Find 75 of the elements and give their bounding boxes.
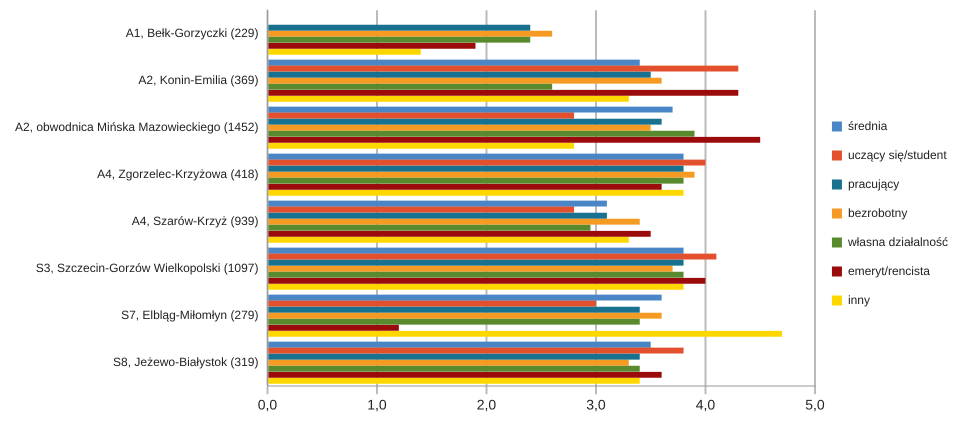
bar <box>268 318 640 325</box>
bar <box>268 36 530 43</box>
legend-label: uczący się/student <box>848 148 948 162</box>
bar <box>268 178 684 184</box>
bar <box>268 230 651 237</box>
bar <box>268 260 684 266</box>
x-tick-label: 0,0 <box>258 396 278 412</box>
bar <box>268 342 651 348</box>
legend-label: własna działalność <box>846 234 948 249</box>
legend-label: średnia <box>848 118 888 133</box>
bar <box>268 130 694 137</box>
bar <box>268 172 694 178</box>
bar <box>268 218 640 225</box>
bar <box>268 184 662 190</box>
bar <box>268 142 574 149</box>
bar <box>268 66 738 72</box>
bar <box>268 78 662 84</box>
bar <box>268 254 716 260</box>
bar <box>268 106 673 112</box>
bar <box>268 90 738 96</box>
bar <box>268 348 684 354</box>
bar <box>268 160 706 166</box>
bar <box>268 224 590 231</box>
x-tick-label: 5,0 <box>805 396 825 412</box>
legend-label: pracujący <box>848 176 900 191</box>
legend-label: bezrobotny <box>848 206 908 220</box>
bar <box>268 330 782 337</box>
bar <box>268 166 684 172</box>
x-tick-label: 4,0 <box>696 396 716 412</box>
bar <box>268 266 673 272</box>
bar <box>268 84 552 90</box>
x-tick-label: 1,0 <box>367 396 387 412</box>
bar <box>268 136 760 143</box>
bar <box>268 42 476 49</box>
bar <box>268 378 640 384</box>
bar <box>268 60 640 66</box>
y-tick-label: S8, Jeżewo-Białystok (319) <box>113 355 258 370</box>
x-tick-label: 3,0 <box>586 396 606 412</box>
bar <box>268 96 629 102</box>
bar <box>268 72 651 78</box>
bar <box>268 278 706 284</box>
bar <box>268 272 684 278</box>
bar <box>268 200 607 206</box>
bar <box>268 372 662 378</box>
x-tick-label: 2,0 <box>476 396 496 412</box>
bar <box>268 324 399 331</box>
bar <box>268 284 684 290</box>
bar <box>268 300 596 307</box>
bar <box>268 206 574 213</box>
bar <box>268 118 662 125</box>
bar <box>268 112 574 119</box>
bar <box>268 312 662 319</box>
bar <box>268 190 684 196</box>
bar <box>268 354 640 360</box>
y-tick-label: S3, Szczecin-Gorzów Wielkopolski (1097) <box>36 261 258 276</box>
bar <box>268 248 684 254</box>
legend-label: emeryt/rencista <box>848 264 930 278</box>
y-tick-label: A1, Bełk-Gorzyczki (229) <box>126 26 258 40</box>
bar <box>268 48 421 55</box>
bar <box>268 124 651 131</box>
bar <box>268 294 662 300</box>
bar <box>268 212 607 219</box>
y-tick-label: A2, obwodnica Mińska Mazowieckiego (1452) <box>14 120 258 134</box>
bar <box>268 30 552 37</box>
y-tick-label: S7, Elbląg-Miłomłyn (279) <box>121 308 258 322</box>
bar <box>268 154 684 160</box>
bar <box>268 360 629 366</box>
bar <box>268 366 640 372</box>
y-tick-label: A2, Konin-Emilia (369) <box>138 73 258 88</box>
y-tick-label: A4, Zgorzelec-Krzyżowa (418) <box>97 167 258 182</box>
bar <box>268 236 629 243</box>
bar <box>268 24 530 31</box>
bar <box>268 306 640 313</box>
y-tick-label: A4, Szarów-Krzyż (939) <box>132 214 258 228</box>
legend-label: inny <box>848 292 870 307</box>
